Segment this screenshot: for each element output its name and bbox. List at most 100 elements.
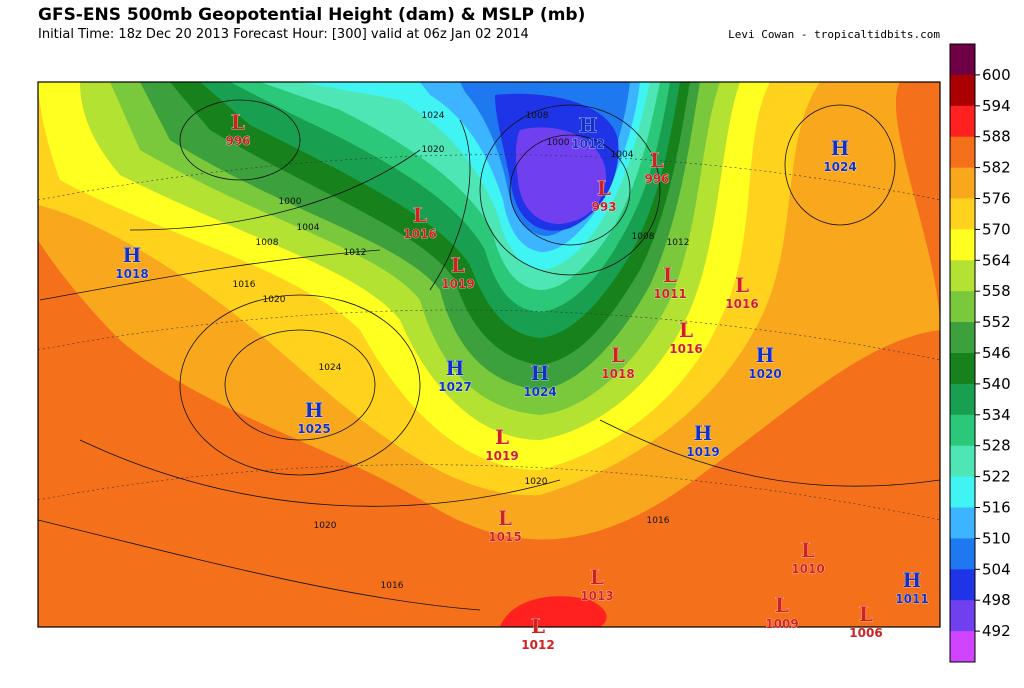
center-pressure: 1018: [601, 367, 634, 381]
center-pressure: 1025: [297, 422, 330, 436]
center-letter: L: [451, 253, 465, 277]
colorbar-band: [950, 229, 975, 261]
colorbar-label: 570: [982, 220, 1011, 238]
isobar-label: 1008: [632, 232, 655, 242]
colorbar-label: 552: [982, 313, 1011, 331]
colorbar-band: [950, 322, 975, 354]
colorbar-band: [950, 538, 975, 570]
center-pressure: 1012: [571, 137, 604, 151]
center-letter: L: [611, 343, 625, 367]
center-letter: H: [903, 568, 922, 592]
center-pressure: 1019: [485, 449, 518, 463]
center-pressure: 996: [225, 134, 250, 148]
isobar-label: 1016: [647, 516, 670, 526]
colorbar-label: 558: [982, 282, 1011, 300]
colorbar-band: [950, 353, 975, 385]
colorbar-label: 498: [982, 591, 1011, 609]
center-letter: L: [775, 593, 789, 617]
colorbar-label: 492: [982, 622, 1011, 640]
center-pressure: 1006: [849, 626, 882, 640]
colorbar-band: [950, 291, 975, 323]
isobar-label: 1008: [526, 111, 549, 121]
isobar-label: 1020: [263, 295, 286, 305]
colorbar-label: 528: [982, 437, 1011, 455]
colorbar-band: [950, 44, 975, 76]
center-letter: L: [801, 538, 815, 562]
isobar-label: 1012: [344, 248, 367, 258]
center-letter: L: [498, 506, 512, 530]
center-pressure: 1015: [488, 530, 521, 544]
colorbar-label: 600: [982, 66, 1011, 84]
center-pressure: 1013: [580, 589, 613, 603]
center-letter: H: [123, 243, 142, 267]
center-letter: L: [679, 318, 693, 342]
colorbar-label: 564: [982, 251, 1011, 269]
center-letter: L: [663, 263, 677, 287]
isobar-label: 1016: [381, 581, 404, 591]
center-letter: H: [305, 398, 324, 422]
center-pressure: 1024: [823, 160, 856, 174]
center-letter: L: [231, 110, 245, 134]
center-letter: H: [694, 421, 713, 445]
isobar-labels: 1024 1020 1000 1004 1008 1012 1016 1020 1024 1020…: [233, 111, 690, 591]
colorbar-band: [950, 507, 975, 539]
center-letter: L: [859, 602, 873, 626]
isobar-label: 1024: [319, 363, 342, 373]
isobar-label: 1020: [525, 477, 548, 487]
center-letter: H: [756, 343, 775, 367]
isobar-label: 1016: [233, 280, 256, 290]
center-pressure: 1020: [748, 367, 781, 381]
title: GFS-ENS 500mb Geopotential Height (dam) …: [38, 5, 585, 25]
center-pressure: 1019: [441, 277, 474, 291]
center-pressure: 1016: [403, 227, 436, 241]
center-letter: L: [650, 148, 664, 172]
center-pressure: 993: [591, 200, 616, 214]
center-pressure: 996: [644, 172, 669, 186]
colorbar-band: [950, 74, 975, 107]
subtitle: Initial Time: 18z Dec 20 2013 Forecast H…: [38, 27, 529, 42]
colorbar-label: 516: [982, 499, 1011, 517]
center-letter: L: [735, 273, 749, 297]
map-frame: [37, 81, 941, 628]
center-letter: L: [597, 176, 611, 200]
center-letter: H: [831, 136, 850, 160]
center-pressure: 1024: [523, 385, 556, 399]
center-pressure: 1016: [725, 297, 758, 311]
colorbar-band: [950, 445, 975, 478]
center-letter: L: [495, 425, 509, 449]
colorbar-label: 582: [982, 159, 1011, 177]
colorbar-band: [950, 569, 975, 601]
isobar-label: 1000: [279, 197, 302, 207]
colorbar-band: [950, 383, 975, 416]
isobar-label: 1004: [297, 223, 320, 233]
center-pressure: 1012: [521, 638, 554, 652]
isobar-label: 1000: [547, 138, 570, 148]
isobar-label: 1020: [314, 521, 337, 531]
colorbar-label: 522: [982, 468, 1011, 486]
colorbar-band: [950, 198, 975, 230]
isobar-label: 1020: [422, 145, 445, 155]
center-pressure: 1018: [115, 267, 148, 281]
colorbar-label: 588: [982, 128, 1011, 146]
center-pressure: 1016: [669, 342, 702, 356]
center-letter: H: [446, 356, 465, 380]
center-pressure: 1009: [765, 617, 798, 631]
colorbar-label: 594: [982, 97, 1011, 115]
colorbar-label: 504: [982, 560, 1011, 578]
center-pressure: 1019: [686, 445, 719, 459]
map: [38, 82, 940, 627]
colorbar-band: [950, 631, 975, 663]
center-letter: H: [579, 113, 598, 137]
center-letter: H: [531, 361, 550, 385]
colorbar-band: [950, 476, 975, 508]
center-pressure: 1011: [895, 592, 928, 606]
colorbar-label: 510: [982, 529, 1011, 547]
center-letter: L: [590, 565, 604, 589]
colorbar: 600 594 588 582 576 570 564 558 552 546 540 534 528 5…: [949, 43, 1011, 663]
isobar-label: 1024: [422, 111, 445, 121]
isobar-label: 1004: [611, 150, 634, 160]
colorbar-band: [950, 167, 975, 199]
colorbar-band: [950, 136, 975, 169]
